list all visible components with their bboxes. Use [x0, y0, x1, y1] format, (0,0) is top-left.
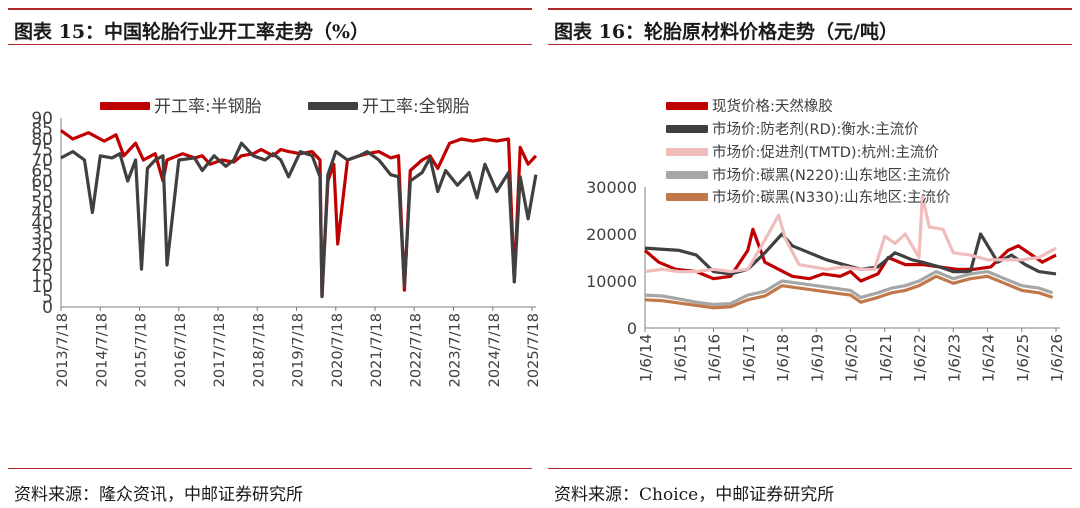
y-tick-label: 10	[31, 277, 53, 297]
x-tick-label: 2022/7/18	[408, 313, 424, 387]
x-tick-label: 1/6/24	[980, 334, 998, 382]
x-tick-label: 2025/7/18	[526, 313, 538, 387]
left-header-rule	[8, 44, 532, 45]
legend-swatch	[666, 125, 708, 133]
series-line	[60, 141, 538, 299]
x-tick-label: 2024/7/18	[487, 313, 503, 387]
y-tick-label: 15	[31, 267, 53, 287]
right-header-rule	[548, 44, 1072, 45]
right-figure-caption: 图表 16：轮胎原材料价格走势（元/吨）	[554, 21, 898, 43]
y-tick-label: 80	[31, 130, 53, 150]
raw-material-price-chart: 0 10000 20000 30000 1/6/14 1/6/15 1/6/16 1/6/17…	[586, 98, 1066, 382]
series-line	[60, 129, 538, 299]
y-tick-label: 65	[31, 162, 53, 182]
x-tick-label: 1/6/21	[877, 334, 895, 382]
x-tick-label: 2019/7/18	[291, 313, 307, 387]
left-source-note: 资料来源：隆众资讯，中邮证券研究所	[14, 485, 303, 505]
x-tick-label: 2013/7/18	[55, 313, 71, 387]
y-tick-label: 60	[31, 172, 53, 192]
legend-swatch	[666, 148, 708, 156]
y-tick-label: 45	[31, 204, 53, 224]
y-tick-label: 85	[31, 120, 53, 140]
legend-label: 市场价:促进剂(TMTD):杭州:主流价	[712, 144, 939, 161]
y-tick-label: 0	[627, 319, 637, 338]
x-tick-label: 1/6/19	[808, 334, 826, 382]
legend-swatch	[666, 102, 708, 110]
y-tick-label: 30	[31, 235, 53, 255]
x-tick-label: 1/6/22	[911, 334, 929, 382]
x-tick-label: 1/6/25	[1014, 334, 1032, 382]
x-tick-label: 1/6/26	[1048, 334, 1066, 382]
right-source-note: 资料来源：Choice，中邮证券研究所	[554, 485, 835, 505]
y-tick-label: 35	[31, 225, 53, 245]
x-tick-label: 2017/7/18	[212, 313, 228, 387]
right-bottom-rule	[548, 468, 1072, 469]
x-tick-label: 2016/7/18	[173, 313, 189, 387]
y-tick-label: 75	[31, 141, 53, 161]
series-line	[644, 194, 1057, 274]
x-tick-label: 1/6/16	[706, 334, 724, 382]
left-top-rule	[8, 8, 532, 10]
left-bottom-rule	[8, 468, 532, 469]
y-tick-label: 55	[31, 183, 53, 203]
x-tick-label: 2018/7/18	[251, 313, 267, 387]
y-tick-label: 20000	[586, 225, 637, 244]
x-tick-label: 1/6/23	[945, 334, 963, 382]
x-tick-label: 2023/7/18	[448, 313, 464, 387]
legend-label: 市场价:防老剂(RD):衡水:主流价	[712, 121, 919, 138]
y-tick-label: 0	[42, 298, 53, 318]
y-tick-label: 25	[31, 246, 53, 266]
legend-swatch	[308, 102, 358, 110]
y-tick-label: 50	[31, 193, 53, 213]
x-tick-label: 1/6/20	[843, 334, 861, 382]
y-tick-label: 10000	[586, 272, 637, 291]
left-figure-caption: 图表 15：中国轮胎行业开工率走势（%）	[14, 21, 370, 43]
legend-swatch	[666, 171, 708, 179]
y-tick-label: 5	[42, 288, 53, 308]
x-tick-label: 2015/7/18	[134, 313, 150, 387]
x-tick-label: 1/6/14	[637, 334, 655, 382]
x-tick-label: 1/6/17	[740, 334, 758, 382]
x-tick-label: 2020/7/18	[330, 313, 346, 387]
legend-label: 现货价格:天然橡胶	[712, 98, 833, 115]
series-line	[644, 270, 1054, 307]
legend-swatch	[100, 102, 150, 110]
x-tick-label: 2014/7/18	[94, 313, 110, 387]
legend-label: 市场价:碳黑(N330):山东地区:主流价	[712, 189, 951, 206]
x-tick-label: 2021/7/18	[369, 313, 385, 387]
y-tick-label: 20	[31, 256, 53, 276]
y-tick-label: 90	[31, 109, 53, 129]
legend-label: 开工率:半钢胎	[154, 97, 262, 117]
series-line	[644, 274, 1054, 310]
legend-swatch	[666, 193, 708, 201]
y-tick-label: 30000	[586, 178, 637, 197]
right-top-rule	[548, 8, 1072, 10]
x-tick-label: 1/6/18	[774, 334, 792, 382]
y-tick-label: 70	[31, 151, 53, 171]
x-tick-label: 1/6/15	[671, 334, 689, 382]
legend-label: 开工率:全钢胎	[362, 97, 470, 117]
legend-label: 市场价:碳黑(N220):山东地区:主流价	[712, 167, 951, 184]
y-tick-label: 40	[31, 214, 53, 234]
